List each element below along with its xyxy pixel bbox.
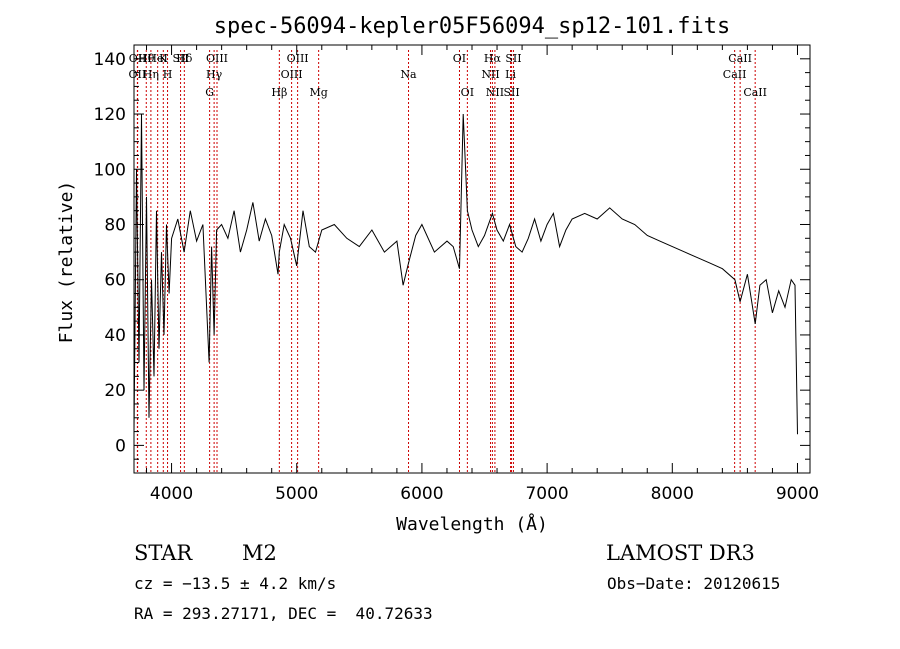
line-label: Hθ (138, 52, 155, 65)
line-label: HeI (147, 52, 167, 65)
y-tick-label: 60 (104, 271, 126, 291)
x-tick-label: 9000 (776, 484, 819, 504)
line-label: OI (461, 86, 474, 99)
y-tick-label: 120 (94, 105, 126, 125)
x-tick-label: 6000 (400, 484, 443, 504)
line-label: SII (172, 52, 188, 65)
coordinates: RA = 293.27171, DEC = 40.72633 (134, 604, 433, 623)
survey-name: LAMOST DR3 (606, 541, 755, 565)
redshift-cz: cz = −13.5 ± 4.2 km/s (134, 574, 337, 593)
line-label: G (205, 86, 214, 99)
observation-date: Obs−Date: 20120615 (607, 574, 781, 593)
x-axis-label: Wavelength (Å) (396, 513, 548, 535)
x-tick-label: 5000 (275, 484, 318, 504)
object-class: STAR (134, 541, 193, 565)
line-label: CaII (743, 86, 767, 99)
chart-title: spec-56094-kepler05F56094_sp12-101.fits (214, 14, 731, 39)
line-label: SII (503, 86, 519, 99)
y-tick-label: 140 (94, 50, 126, 70)
line-label: OIII (281, 68, 303, 81)
line-label: OIII (287, 52, 309, 65)
y-tick-label: 40 (104, 326, 126, 346)
y-axis-ticks: 0 20 40 60 80 100 120 140 (94, 44, 810, 460)
spectrum-line (133, 113, 798, 435)
line-label: Li (505, 68, 516, 81)
line-label: NII (481, 68, 499, 81)
line-label: SII (505, 52, 521, 65)
y-tick-label: 80 (104, 215, 126, 235)
y-axis-label: Flux (relative) (56, 181, 77, 344)
line-label: Na (400, 68, 417, 81)
line-label: K (159, 52, 168, 65)
x-tick-label: 7000 (525, 484, 568, 504)
line-label: OII (129, 68, 147, 81)
y-tick-label: 20 (104, 381, 126, 401)
x-tick-label: 8000 (651, 484, 694, 504)
line-label: Mg (309, 86, 327, 99)
line-label: CaII (723, 68, 747, 81)
object-subclass: M2 (242, 541, 277, 565)
line-label: Hδ (176, 52, 193, 65)
x-tick-label: 4000 (150, 484, 193, 504)
line-label: Hβ (271, 86, 287, 99)
line-label: Hα (484, 52, 502, 65)
line-label: Hγ (206, 68, 223, 81)
line-label: NII (486, 86, 504, 99)
line-label: CaII (728, 52, 752, 65)
emission-line-markers (136, 50, 756, 473)
line-label: H (163, 68, 173, 81)
line-label: OIII (206, 52, 228, 65)
x-axis-ticks: 4000 5000 6000 7000 8000 9000 (146, 45, 819, 504)
y-tick-label: 0 (115, 436, 126, 456)
y-tick-label: 100 (94, 160, 126, 180)
line-label: OI (453, 52, 466, 65)
line-label: Hη (143, 68, 159, 81)
plot-frame (133, 44, 811, 474)
